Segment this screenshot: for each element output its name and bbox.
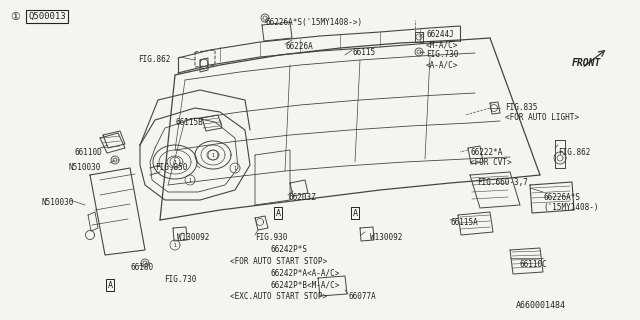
Text: <FOR AUTO START STOP>: <FOR AUTO START STOP>: [230, 257, 327, 266]
Text: 66110D: 66110D: [74, 148, 102, 157]
Text: 1: 1: [173, 243, 177, 247]
Text: N510030: N510030: [68, 163, 100, 172]
Text: A: A: [275, 209, 280, 218]
Text: ('15MY1408-): ('15MY1408-): [543, 203, 598, 212]
Text: ①: ①: [10, 12, 20, 22]
Text: FIG.730: FIG.730: [164, 275, 196, 284]
Text: FIG.730: FIG.730: [426, 50, 458, 59]
Text: 66115: 66115: [352, 48, 375, 57]
Text: 66180: 66180: [130, 263, 153, 272]
Text: Q500013: Q500013: [28, 12, 66, 21]
Text: <M-A/C>: <M-A/C>: [426, 40, 458, 49]
Text: 1: 1: [234, 165, 237, 171]
Text: 1: 1: [188, 178, 191, 182]
Text: 66110C: 66110C: [519, 260, 547, 269]
Text: 66222*A: 66222*A: [470, 148, 502, 157]
Text: 66226A*S('15MY1408->): 66226A*S('15MY1408->): [265, 18, 362, 27]
Text: <FOR AUTO LIGHT>: <FOR AUTO LIGHT>: [505, 113, 579, 122]
Text: 66244J: 66244J: [426, 30, 454, 39]
Text: 66242P*S: 66242P*S: [270, 245, 307, 254]
Text: <FOR CVT>: <FOR CVT>: [470, 158, 511, 167]
Text: 1: 1: [173, 159, 177, 164]
Text: A: A: [108, 281, 113, 290]
Text: FIG.850: FIG.850: [155, 163, 188, 172]
Text: 66115A: 66115A: [450, 218, 477, 227]
Text: FIG.862: FIG.862: [138, 55, 170, 64]
Text: FIG.862: FIG.862: [558, 148, 590, 157]
Text: W130092: W130092: [370, 233, 403, 242]
Text: FIG.835: FIG.835: [505, 103, 538, 112]
Text: 1: 1: [211, 153, 214, 157]
Text: 66115B: 66115B: [175, 118, 203, 127]
Text: A: A: [353, 209, 358, 218]
Text: <A-A/C>: <A-A/C>: [426, 60, 458, 69]
Text: FIG.930: FIG.930: [255, 233, 287, 242]
Text: 66077A: 66077A: [348, 292, 376, 301]
Text: A660001484: A660001484: [516, 301, 566, 310]
Text: 66203Z: 66203Z: [288, 193, 316, 202]
Text: <EXC.AUTO START STOP>: <EXC.AUTO START STOP>: [230, 292, 327, 301]
Text: 66242P*A<A-A/C>: 66242P*A<A-A/C>: [270, 268, 339, 277]
Text: FIG.660-3,7: FIG.660-3,7: [477, 178, 528, 187]
Text: W130092: W130092: [177, 233, 209, 242]
Text: 66226A: 66226A: [285, 42, 313, 51]
Text: 66226A*S: 66226A*S: [543, 193, 580, 202]
Text: 66242P*B<M-A/C>: 66242P*B<M-A/C>: [270, 280, 339, 289]
Text: N510030: N510030: [41, 198, 74, 207]
Text: FRONT: FRONT: [572, 58, 602, 68]
